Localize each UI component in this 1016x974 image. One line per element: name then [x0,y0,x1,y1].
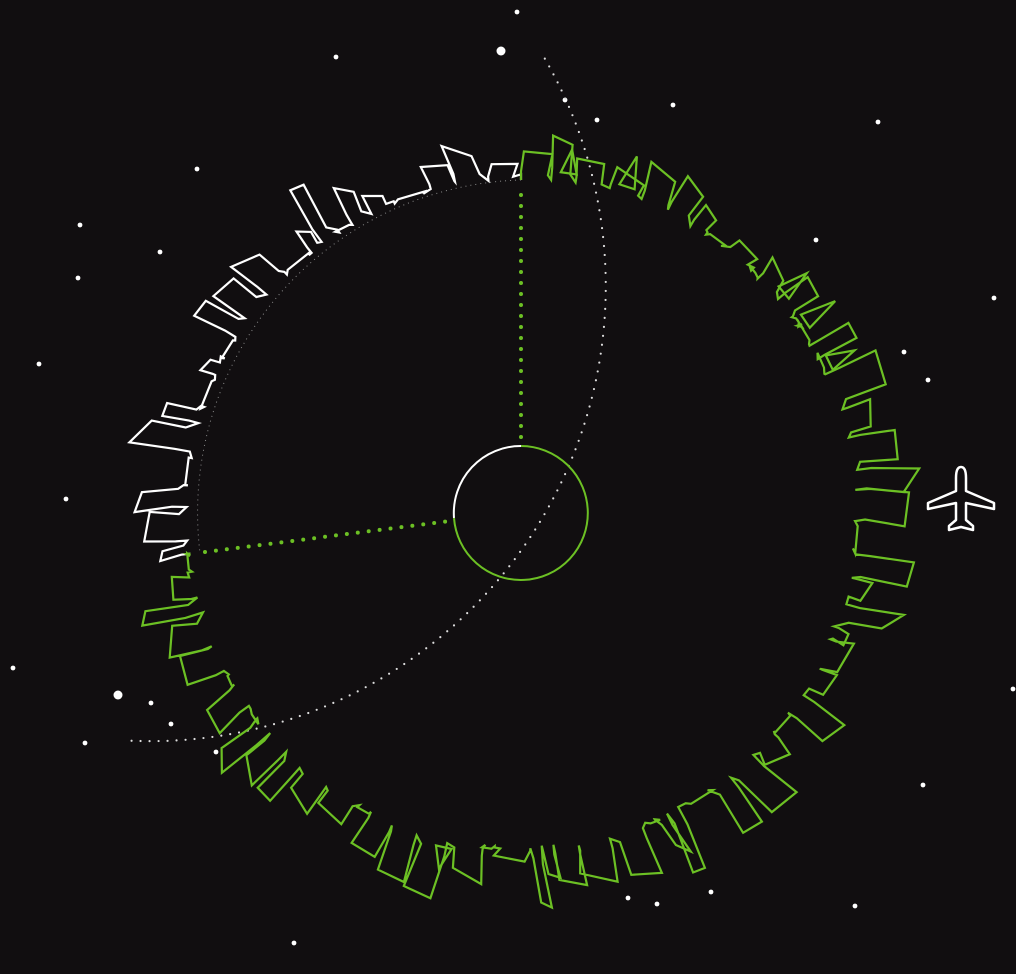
star [157,249,163,255]
star [625,895,631,901]
star [148,700,154,706]
star [708,889,714,895]
star [670,102,676,108]
star [10,665,16,671]
star [594,117,600,123]
star [213,749,219,755]
airplane [926,465,996,532]
tree [776,270,810,301]
star [920,782,926,788]
star [113,690,123,700]
star [514,9,520,15]
star [82,740,88,746]
star [77,222,83,228]
tree [799,300,836,330]
star [496,46,506,56]
tree [434,843,454,872]
skyline [127,133,922,910]
star [813,237,819,243]
star [194,166,200,172]
star [168,721,174,727]
star [852,903,858,909]
tree [617,155,638,191]
skyline-green [140,133,922,910]
stars [10,9,1016,946]
hub-arc-white [452,444,522,519]
star [991,295,997,301]
star [291,940,297,946]
hub-arc-green [453,445,589,581]
star [901,349,907,355]
star [1010,686,1016,692]
tree [559,146,579,176]
skyline-white [127,144,523,563]
star [654,901,660,907]
star [75,275,81,281]
star [925,377,931,383]
star [63,496,69,502]
star [875,119,881,125]
airplane-icon [926,465,996,532]
star [36,361,42,367]
tree [824,348,859,372]
star [333,54,339,60]
